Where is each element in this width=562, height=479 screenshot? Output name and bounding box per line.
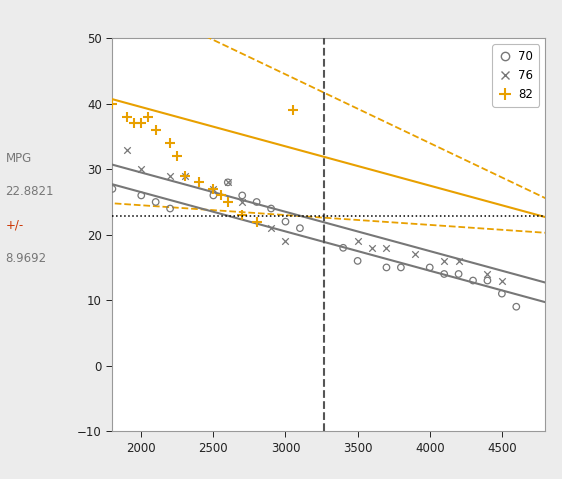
Point [144, 113, 153, 121]
Point [180, 172, 189, 180]
Point [281, 218, 290, 226]
Point [266, 224, 275, 232]
Point [266, 205, 275, 212]
Point [223, 179, 232, 186]
Point [166, 172, 175, 180]
Point [123, 113, 132, 121]
Point [108, 185, 117, 193]
Point [411, 251, 420, 258]
Point [223, 198, 232, 206]
Point [137, 165, 146, 173]
Point [252, 198, 261, 206]
Point [483, 270, 492, 278]
Point [425, 263, 434, 271]
Point [497, 277, 506, 285]
Point [238, 198, 247, 206]
Point [382, 263, 391, 271]
Point [166, 205, 175, 212]
Point [123, 146, 132, 153]
Point [497, 290, 506, 297]
Point [439, 270, 448, 278]
Point [454, 257, 463, 265]
Legend: 70, 76, 82: 70, 76, 82 [492, 44, 539, 107]
Point [194, 179, 203, 186]
Text: MPG: MPG [6, 151, 32, 165]
Point [137, 120, 146, 127]
Point [296, 224, 305, 232]
Point [223, 179, 232, 186]
Point [512, 303, 521, 310]
Point [209, 192, 218, 199]
Text: 22.8821: 22.8821 [6, 185, 54, 198]
Point [209, 185, 218, 193]
Point [209, 185, 218, 193]
Point [151, 126, 160, 134]
Point [368, 244, 377, 251]
Point [469, 277, 478, 285]
Point [166, 139, 175, 147]
Point [238, 211, 247, 219]
Text: +/-: +/- [6, 218, 24, 232]
Point [129, 120, 138, 127]
Point [353, 257, 362, 265]
Point [281, 238, 290, 245]
Point [339, 244, 348, 251]
Point [108, 100, 117, 108]
Point [173, 152, 182, 160]
Point [396, 263, 405, 271]
Point [137, 192, 146, 199]
Point [252, 218, 261, 226]
Point [180, 172, 189, 180]
Text: 8.9692: 8.9692 [6, 252, 47, 265]
Point [353, 238, 362, 245]
Point [288, 106, 297, 114]
Point [483, 277, 492, 285]
Point [454, 270, 463, 278]
Point [238, 192, 247, 199]
Point [382, 244, 391, 251]
Point [216, 192, 225, 199]
Point [439, 257, 448, 265]
Point [151, 198, 160, 206]
